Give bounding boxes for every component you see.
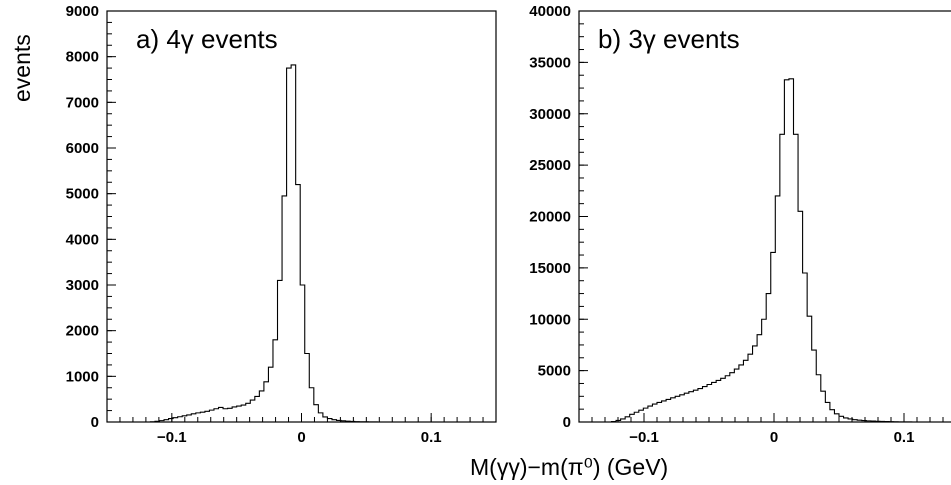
panel-3gamma-title: b) 3γ events	[598, 24, 740, 54]
panel-4gamma-marks: −0.1 0 0.1 0 1000 2000 3000 4000 5000 6000 7000 800…	[66, 3, 484, 446]
panel-4gamma-y-tick-label: 7000	[66, 94, 99, 111]
panel-3gamma-y-tick-label: 35000	[529, 54, 571, 71]
panel-3gamma-y-tick-label: 15000	[529, 260, 571, 277]
panel-4gamma-x-tick-label: 0	[297, 429, 305, 446]
panel-4gamma-y-tick-label: 5000	[66, 186, 99, 203]
y-axis-title: events	[9, 34, 35, 102]
panel-4gamma-frame	[106, 10, 497, 423]
x-axis-title: M(γγ)−m(π⁰) (GeV)	[470, 454, 668, 480]
panel-3gamma-frame	[578, 10, 951, 423]
panel-4gamma-x-tick-label: −0.1	[157, 429, 187, 446]
panel-4gamma-y-tick-label: 6000	[66, 140, 99, 157]
panel-4gamma-y-tick-label: 8000	[66, 49, 99, 66]
panel-4gamma-y-tick-label: 1000	[66, 368, 99, 385]
panel-3gamma-marks: −0.1 0 0.1 0 5000 10000 15000 20000 25000 30000 35…	[529, 3, 944, 446]
panel-4gamma-y-tick-label: 9000	[66, 3, 99, 20]
panel-4gamma-y-tick-label: 0	[91, 414, 99, 431]
panel-4gamma-title: a) 4γ events	[136, 24, 278, 54]
panel-4gamma-y-tick-label: 4000	[66, 231, 99, 248]
panel-3gamma-y-tick-label: 20000	[529, 209, 571, 226]
panel-3gamma-y-tick-label: 5000	[538, 363, 571, 380]
panel-4gamma-y-tick-label: 2000	[66, 323, 99, 340]
panel-4gamma-x-tick-label: 0.1	[421, 429, 442, 446]
panel-3gamma-x-tick-label: −0.1	[629, 429, 659, 446]
panel-3gamma-x-tick-label: 0.1	[894, 429, 915, 446]
panel-3gamma-y-tick-label: 0	[563, 414, 571, 431]
panel-3gamma-y-tick-label: 10000	[529, 311, 571, 328]
panel-4gamma-histogram	[145, 64, 378, 423]
panel-4gamma: a) 4γ events −0.1 0 0.1 0 1000 2000 3000 4000 50…	[66, 3, 497, 446]
panel-3gamma: b) 3γ events −0.1 0 0.1 0 5000 10000 15000 2000…	[529, 3, 951, 446]
panel-4gamma-y-tick-label: 3000	[66, 277, 99, 294]
panel-3gamma-y-tick-label: 30000	[529, 106, 571, 123]
panel-3gamma-histogram	[610, 78, 913, 423]
panel-3gamma-y-tick-label: 25000	[529, 157, 571, 174]
panel-3gamma-x-tick-label: 0	[770, 429, 778, 446]
panel-3gamma-y-tick-label: 40000	[529, 3, 571, 20]
